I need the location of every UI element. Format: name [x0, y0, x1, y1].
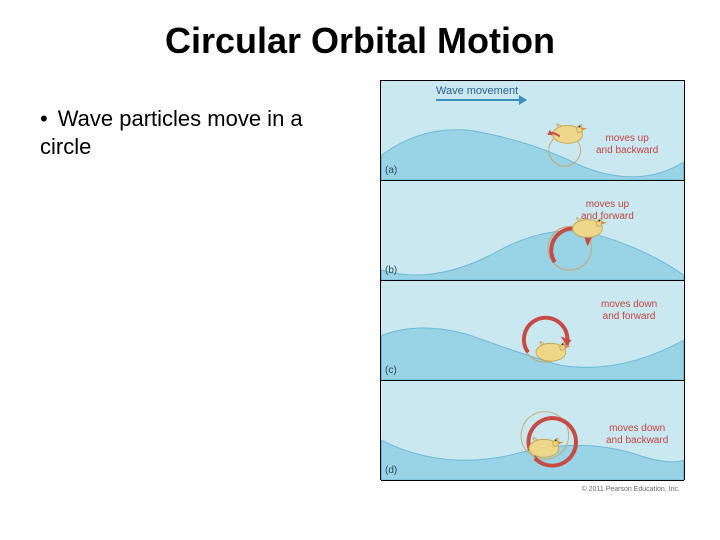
- panel-label-a: (a): [385, 165, 397, 176]
- panel-label-c: (c): [385, 365, 397, 376]
- panel-label-b: (b): [385, 265, 397, 276]
- panel-b: moves upand forward (b): [381, 181, 684, 281]
- motion-label-d: moves downand backward: [606, 423, 668, 446]
- wave-movement-label: Wave movement: [436, 85, 518, 97]
- panel-a-svg: [381, 81, 684, 180]
- panel-label-d: (d): [385, 465, 397, 476]
- panel-b-svg: [381, 181, 684, 280]
- figure-copyright: © 2011 Pearson Education, Inc.: [582, 486, 680, 493]
- motion-label-a: moves upand backward: [596, 133, 658, 156]
- panel-c: moves downand forward (c): [381, 281, 684, 381]
- motion-label-c: moves downand forward: [601, 299, 657, 322]
- orbital-motion-figure: Wave movement moves upand backward (a) m…: [380, 80, 685, 480]
- motion-label-b: moves upand forward: [581, 199, 634, 222]
- panel-a: Wave movement moves upand backward (a): [381, 81, 684, 181]
- bullet-text: Wave particles move in a circle: [40, 105, 360, 160]
- page-title: Circular Orbital Motion: [0, 20, 720, 62]
- panel-c-svg: [381, 281, 684, 380]
- panel-d: moves downand backward (d): [381, 381, 684, 481]
- wave-movement-arrow: [436, 99, 526, 101]
